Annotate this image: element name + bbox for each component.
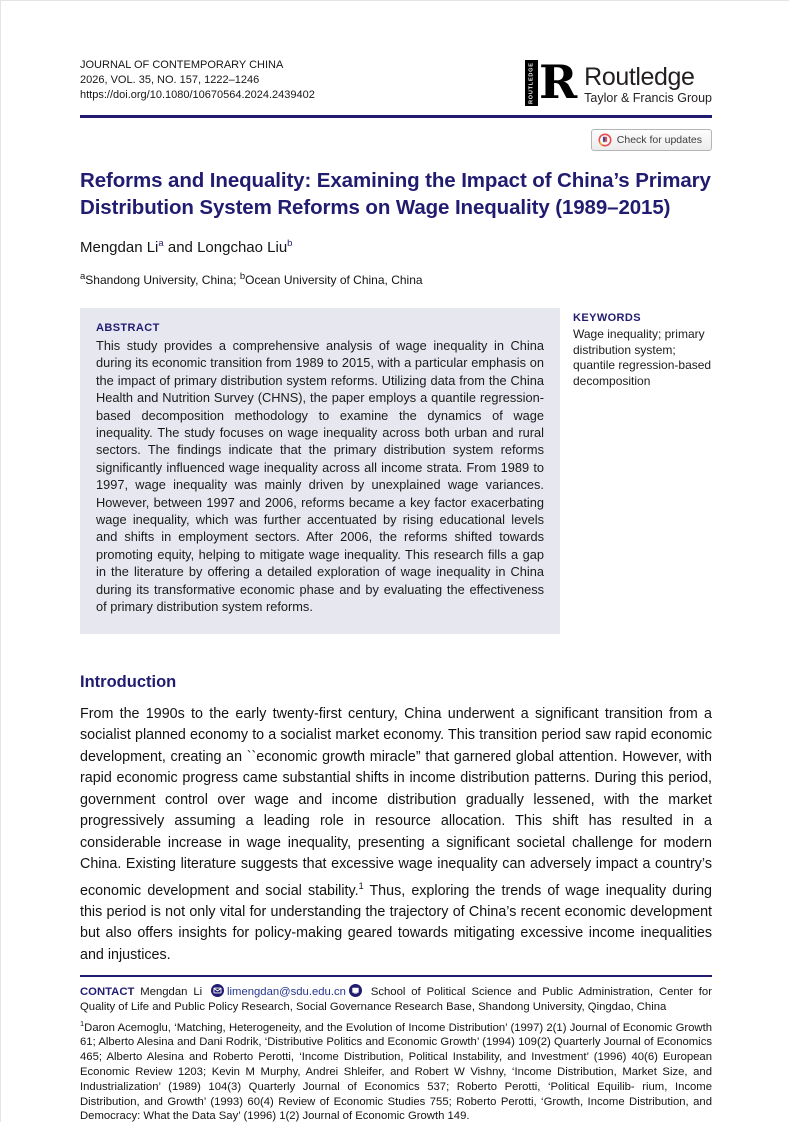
abstract-text: This study provides a comprehensive anal…	[96, 338, 544, 615]
contact-affiliation-text: School of Political Science and Public A…	[80, 986, 712, 1014]
author-1-marker: a	[158, 238, 164, 249]
crossmark-icon	[598, 133, 612, 147]
affiliations: aShandong University, China; bOcean Univ…	[80, 271, 712, 287]
page-header: JOURNAL OF CONTEMPORARY CHINA 2026, VOL.…	[80, 58, 712, 106]
header-divider	[80, 115, 712, 118]
doi-link[interactable]: https://doi.org/10.1080/10670564.2024.24…	[80, 89, 315, 101]
email-icon	[211, 984, 225, 998]
affiliation-2-marker: b	[239, 271, 246, 282]
introduction-paragraph: From the 1990s to the early twenty-first…	[80, 704, 712, 967]
journal-issue-info: 2026, VOL. 35, NO. 157, 1222–1246	[80, 74, 260, 86]
author-2-name: Longchao Liu	[197, 239, 288, 256]
article-title-line1: Reforms and Inequality: Examining the Im…	[80, 169, 711, 192]
introduction-text-part1: From the 1990s to the early twenty-first…	[80, 705, 712, 899]
routledge-brand-text: Routledge	[584, 63, 695, 91]
abstract-box: ABSTRACT This study provides a comprehen…	[80, 308, 560, 634]
footnote-reference-1[interactable]: 1	[358, 880, 364, 891]
check-for-updates-label: Check for updates	[616, 134, 702, 146]
keywords-label: KEYWORDS	[573, 312, 641, 324]
author-2-marker: b	[287, 238, 293, 249]
contact-line: CONTACT Mengdan Li limengdan@sdu.edu.cn …	[80, 984, 712, 1015]
check-for-updates-button[interactable]: Check for updates	[590, 129, 712, 151]
author-1-name: Mengdan Li	[80, 239, 159, 256]
authors-joiner: and	[163, 239, 198, 256]
keywords-panel: KEYWORDS Wage inequality; primary distri…	[573, 308, 712, 634]
affiliation-1-text: Shandong University, China;	[85, 273, 240, 287]
journal-info: JOURNAL OF CONTEMPORARY CHINA 2026, VOL.…	[80, 58, 315, 103]
abstract-keywords-row: ABSTRACT This study provides a comprehen…	[80, 308, 712, 634]
update-badge-row: Check for updates	[80, 129, 712, 151]
keywords-text: Wage inequality; primary distribution sy…	[573, 327, 712, 388]
article-title-line2: Distribution System Reforms on Wage Ineq…	[80, 195, 671, 219]
affiliation-icon	[348, 984, 362, 998]
article-title: Reforms and Inequality: Examining the Im…	[80, 168, 712, 221]
introduction-text-part2: Thus, exploring the trends of wage inequ…	[80, 882, 712, 963]
footer-divider	[80, 975, 712, 978]
routledge-logo-mark: ROUTLEDGE R	[524, 55, 578, 109]
affiliation-1-marker: a	[80, 271, 86, 282]
routledge-logo: ROUTLEDGE R Routledge Taylor & Francis G…	[524, 55, 712, 109]
routledge-wordmark: Routledge Taylor & Francis Group	[584, 60, 712, 105]
page-content: JOURNAL OF CONTEMPORARY CHINA 2026, VOL.…	[80, 0, 712, 1122]
routledge-vertical-text: ROUTLEDGE	[524, 60, 538, 106]
footnote-1: 1Daron Acemoglu, ‘Matching, Heterogeneit…	[80, 1017, 712, 1122]
journal-name: JOURNAL OF CONTEMPORARY CHINA	[80, 59, 284, 71]
taylor-francis-group-text: Taylor & Francis Group	[584, 91, 712, 105]
footnote-1-marker: 1	[80, 1018, 85, 1028]
routledge-r-glyph: R	[538, 55, 578, 109]
abstract-label: ABSTRACT	[96, 322, 160, 334]
contact-label: CONTACT	[80, 986, 135, 999]
author-byline: Mengdan Lia and Longchao Liub	[80, 238, 712, 256]
affiliation-2-text: Ocean University of China, China	[245, 273, 423, 287]
introduction-heading: Introduction	[80, 672, 177, 691]
contact-email-link[interactable]: limengdan@sdu.edu.cn	[227, 986, 346, 999]
footnote-1-text: Daron Acemoglu, ‘Matching, Heterogeneity…	[80, 1021, 712, 1122]
contact-name: Mengdan Li	[134, 986, 209, 999]
